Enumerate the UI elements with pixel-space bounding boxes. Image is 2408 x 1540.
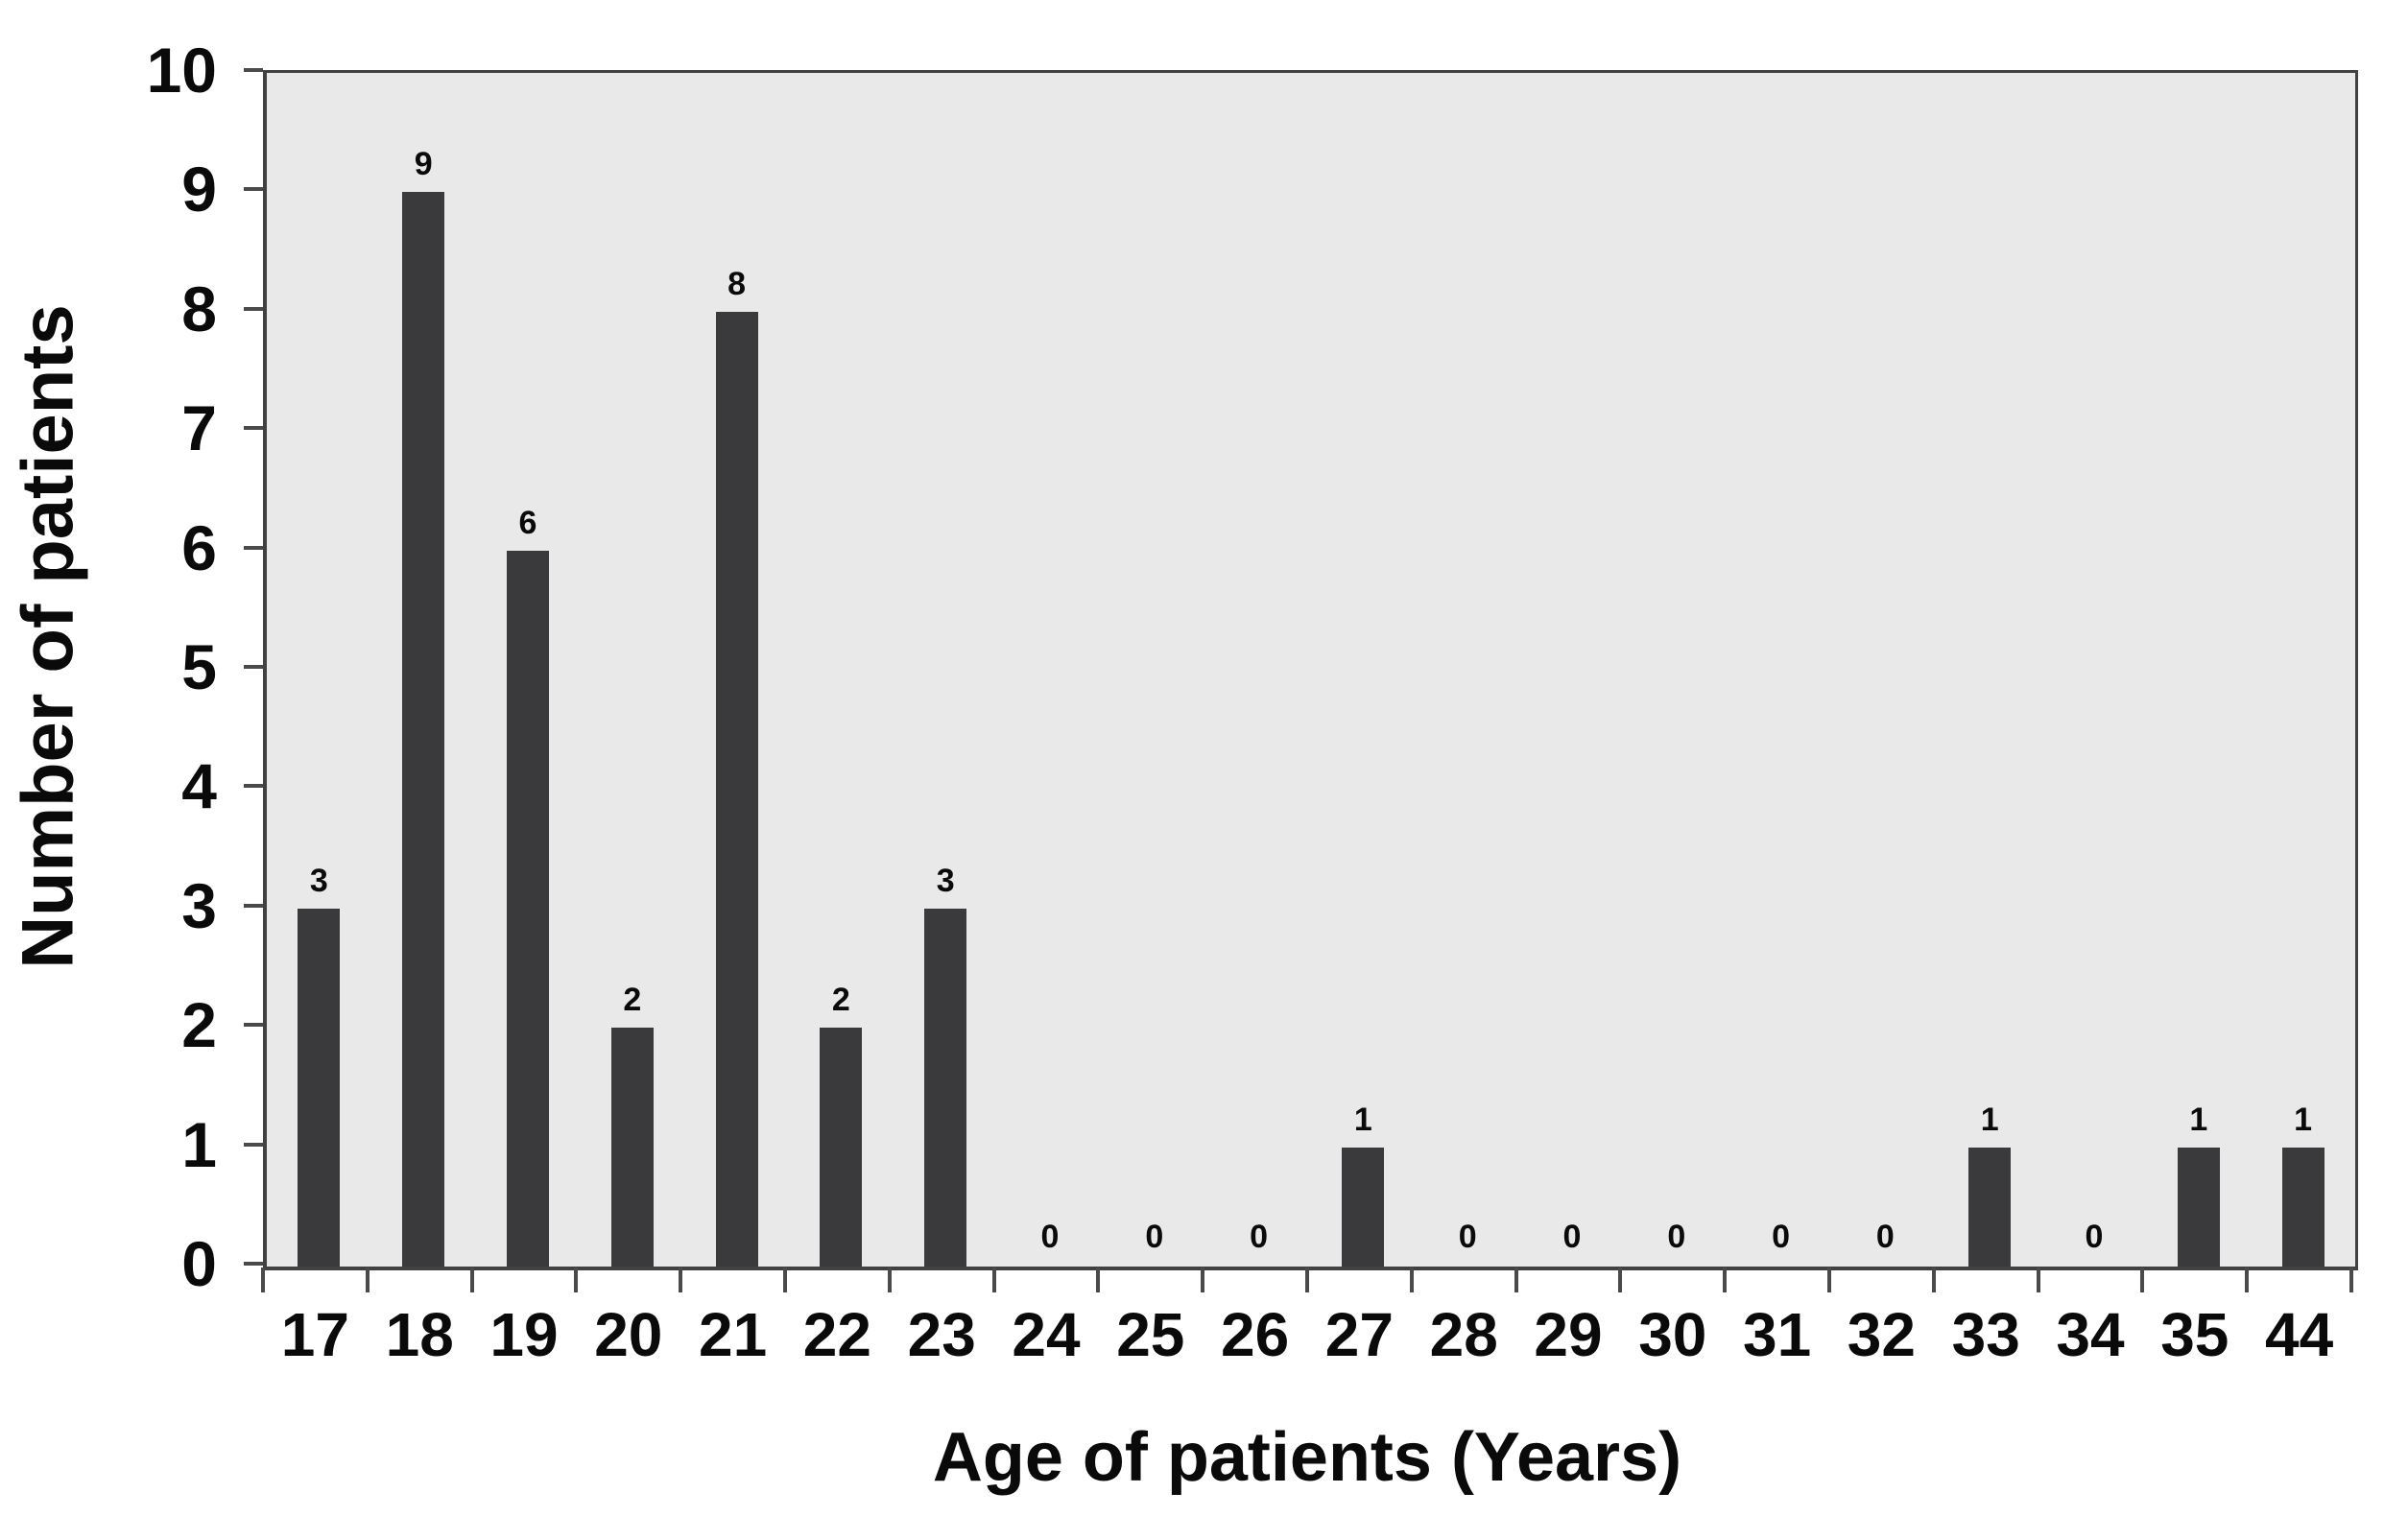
y-axis-tick <box>244 903 263 908</box>
y-tick-label: 5 <box>181 631 217 702</box>
bar <box>507 550 549 1267</box>
x-axis-tick <box>1931 1268 1936 1292</box>
bar-value-label: 0 <box>1772 1219 1791 1255</box>
x-tick-label: 32 <box>1847 1300 1916 1369</box>
y-axis-tick <box>244 665 263 669</box>
x-axis-tick <box>1514 1268 1518 1292</box>
x-tick-label: 20 <box>594 1300 663 1369</box>
bar <box>820 1028 863 1267</box>
bar-value-label: 0 <box>1250 1219 1269 1255</box>
bar-value-label: 1 <box>1353 1101 1372 1138</box>
y-tick-label: 9 <box>181 154 217 225</box>
bar-value-label: 2 <box>623 982 642 1019</box>
y-axis-title: Number of patients <box>7 304 89 969</box>
y-tick-label: 6 <box>181 511 217 583</box>
bar-value-label: 0 <box>1875 1219 1895 1255</box>
y-axis-tick <box>244 306 263 311</box>
y-axis-tick <box>244 1023 263 1028</box>
x-tick-label: 25 <box>1116 1300 1185 1369</box>
x-tick-label: 30 <box>1638 1300 1707 1369</box>
y-tick-label: 2 <box>181 989 217 1061</box>
x-tick-label: 23 <box>907 1300 976 1369</box>
y-tick-label: 10 <box>146 35 217 106</box>
bar-value-label: 1 <box>1980 1101 1999 1138</box>
x-tick-label: 24 <box>1012 1300 1081 1369</box>
x-axis-tick <box>783 1268 787 1292</box>
x-tick-label: 19 <box>489 1300 559 1369</box>
bar-value-label: 8 <box>727 265 747 302</box>
bar-value-label: 2 <box>831 982 850 1019</box>
x-tick-label: 28 <box>1429 1300 1498 1369</box>
y-tick-label: 0 <box>181 1228 217 1299</box>
x-axis-tick <box>2036 1268 2040 1292</box>
bar <box>924 908 967 1267</box>
x-axis-tick <box>1096 1268 1101 1292</box>
bar <box>610 1028 654 1267</box>
x-axis-tick <box>679 1268 683 1292</box>
x-tick-label: 27 <box>1324 1300 1394 1369</box>
bar <box>2281 1147 2325 1267</box>
x-tick-label: 34 <box>2056 1300 2125 1369</box>
bar-value-label: 1 <box>2294 1101 2313 1138</box>
y-tick-label: 7 <box>181 392 217 464</box>
bar <box>715 311 758 1267</box>
bar-value-label: 1 <box>2189 1101 2208 1138</box>
x-axis-tick <box>1201 1268 1205 1292</box>
bar-value-label: 6 <box>518 504 537 541</box>
x-tick-label: 21 <box>698 1300 768 1369</box>
x-tick-label: 31 <box>1742 1300 1812 1369</box>
x-tick-label: 26 <box>1220 1300 1290 1369</box>
x-axis-tick <box>887 1268 892 1292</box>
x-tick-label: 22 <box>802 1300 871 1369</box>
x-tick-label: 17 <box>280 1300 349 1369</box>
x-axis-tick <box>2140 1268 2145 1292</box>
x-tick-label: 29 <box>1534 1300 1603 1369</box>
bar-value-label: 0 <box>1145 1219 1164 1255</box>
plot-area: 3 9 6 2 8 2 3 0 0 0 1 0 0 0 0 0 1 0 1 1 <box>263 70 2358 1270</box>
bar <box>1342 1147 1385 1267</box>
y-tick-label: 1 <box>181 1108 217 1180</box>
y-tick-label: 4 <box>181 750 217 822</box>
x-tick-label: 33 <box>1951 1300 2020 1369</box>
bar-value-label: 9 <box>414 146 433 183</box>
y-axis-tick <box>244 784 263 789</box>
x-axis-tick <box>1409 1268 1414 1292</box>
y-axis-tick <box>244 545 263 550</box>
bar-value-label: 0 <box>2085 1219 2104 1255</box>
x-axis-tick <box>1723 1268 1728 1292</box>
bar-value-label: 3 <box>936 862 955 899</box>
y-tick-label: 3 <box>181 869 217 941</box>
x-axis-tick <box>2245 1268 2250 1292</box>
x-axis-tick <box>574 1268 579 1292</box>
x-axis-tick <box>261 1268 265 1292</box>
x-tick-label: 35 <box>2160 1300 2229 1369</box>
x-tick-label: 18 <box>385 1300 454 1369</box>
y-axis-tick <box>244 187 263 192</box>
bar <box>298 908 341 1267</box>
x-axis-tick <box>365 1268 370 1292</box>
bar-value-label: 0 <box>1562 1219 1582 1255</box>
bar-value-label: 0 <box>1667 1219 1686 1255</box>
bar <box>2177 1147 2220 1267</box>
y-axis-tick <box>244 68 263 72</box>
x-axis-title: Age of patients (Years) <box>932 1419 1682 1496</box>
y-tick-label: 8 <box>181 272 217 344</box>
x-axis-tick <box>2349 1268 2353 1292</box>
x-axis-tick <box>1305 1268 1309 1292</box>
bar <box>402 192 445 1267</box>
x-axis-tick <box>469 1268 474 1292</box>
y-axis-tick <box>244 426 263 431</box>
bar-value-label: 3 <box>309 862 328 899</box>
x-axis-tick <box>1618 1268 1623 1292</box>
y-axis-tick <box>244 1262 263 1266</box>
x-axis-tick <box>991 1268 996 1292</box>
y-axis-tick <box>244 1142 263 1147</box>
bar <box>1968 1147 2012 1267</box>
bar-value-label: 0 <box>1458 1219 1477 1255</box>
x-axis-tick <box>1827 1268 1831 1292</box>
bar-value-label: 0 <box>1040 1219 1060 1255</box>
x-tick-label: 44 <box>2264 1300 2334 1369</box>
